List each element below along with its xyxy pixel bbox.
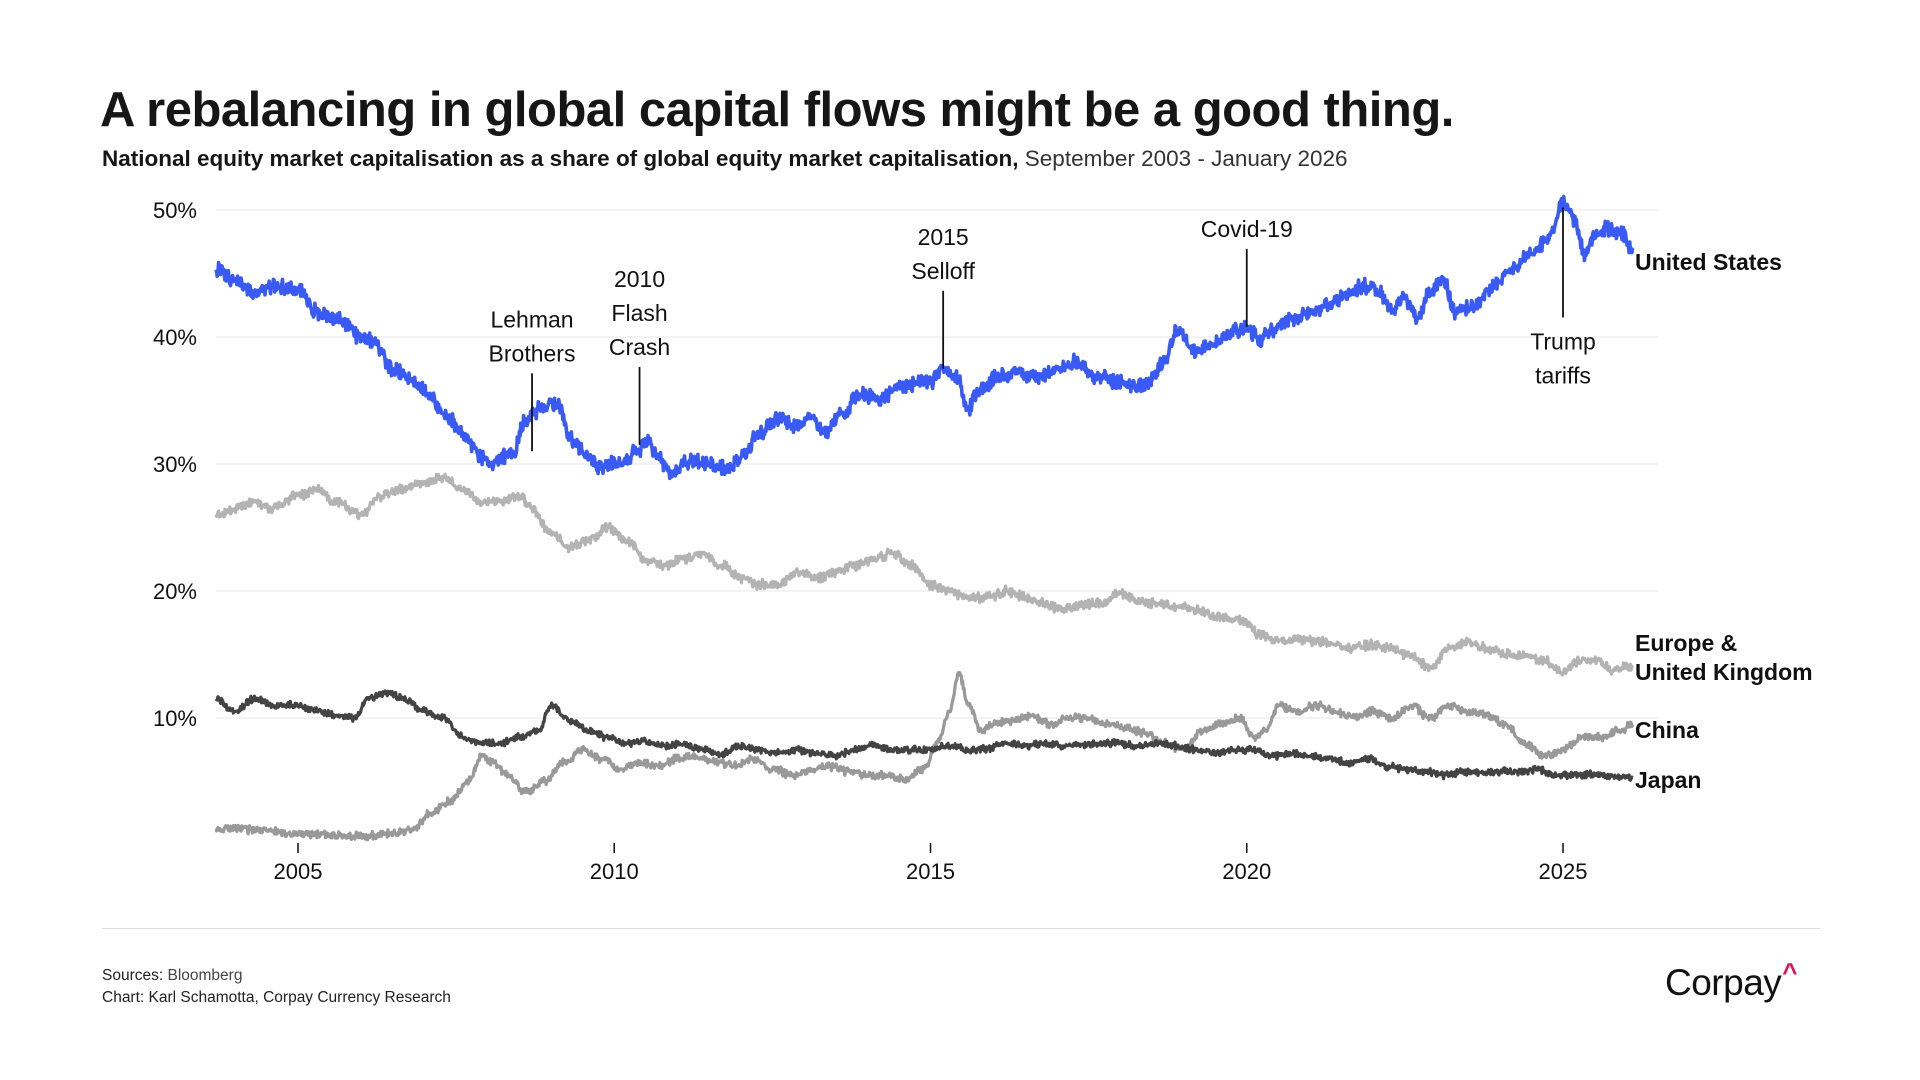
corpay-logo: Corpay^ [1665,957,1797,1004]
annotation-text: Covid-19 [1201,216,1293,242]
x-tick-label: 2025 [1539,859,1588,884]
x-tick-label: 2020 [1222,859,1271,884]
series-label-text: Japan [1635,767,1701,793]
series-label: United States [1635,249,1782,275]
annotations: Lehman Brothers 2010 Flash Crash 2015 Selloff C… [489,207,1596,452]
annotation-text: tariffs [1535,362,1591,388]
series-label-text: China [1635,717,1699,743]
y-tick-label: 30% [153,452,197,477]
series-label-text: United Kingdom [1635,659,1813,685]
footer-divider [102,928,1820,929]
annotation: 2010 Flash Crash [609,266,670,445]
series-line-europe-united-kingdom [214,472,1634,677]
annotation-text: Flash [611,300,667,326]
series-label: Japan [1635,767,1701,793]
x-tick-label: 2005 [274,859,323,884]
subtitle-period: September 2003 - January 2026 [1018,146,1348,171]
annotation: Trump tariffs [1530,207,1596,388]
annotation-text: 2015 [918,224,969,250]
x-axis-ticks: 2005 2010 2015 2020 2025 [274,843,1588,884]
annotation-text: Selloff [911,258,975,284]
chart-title: A rebalancing in global capital flows mi… [100,83,1454,137]
y-tick-label: 50% [153,198,197,223]
logo-caret-icon: ^ [1782,957,1797,987]
annotation-text: Trump [1530,328,1596,354]
x-tick-label: 2015 [906,859,955,884]
series-labels: United States Europe & United Kingdom China… [1635,249,1813,793]
sources-value: Bloomberg [163,967,243,984]
series-label: Europe & United Kingdom [1635,630,1813,685]
chart-subtitle: National equity market capitalisation as… [102,146,1348,172]
annotation-text: Crash [609,334,670,360]
chart-credit: Chart: Karl Schamotta, Corpay Currency R… [102,989,451,1006]
sources-line: Sources: Bloomberg [102,965,451,987]
annotation: Lehman Brothers [489,306,576,452]
series-lines [214,194,1635,842]
series-label-text: United States [1635,249,1782,275]
series-label-text: Europe & [1635,630,1737,656]
subtitle-description: National equity market capitalisation as… [102,146,1019,171]
annotation: 2015 Selloff [911,224,976,369]
y-axis-ticks: 10% 20% 30% 40% 50% [153,198,197,731]
annotation-text: 2010 [614,266,665,292]
y-tick-label: 20% [153,579,197,604]
series-label: China [1635,717,1699,743]
x-tick-label: 2010 [590,859,639,884]
footer-sources: Sources: Bloomberg Chart: Karl Schamotta… [102,965,451,1009]
annotation-text: Brothers [489,340,576,366]
series-line-japan [214,689,1634,782]
annotation-text: Lehman [490,306,573,332]
y-tick-label: 40% [153,325,197,350]
logo-text: Corpay [1665,962,1782,1003]
series-line-china [214,671,1635,842]
gridlines [216,209,1658,719]
sources-label: Sources: [102,967,164,984]
series-line-united-states [214,194,1635,481]
y-tick-label: 10% [153,706,197,731]
annotation: Covid-19 [1201,216,1293,327]
